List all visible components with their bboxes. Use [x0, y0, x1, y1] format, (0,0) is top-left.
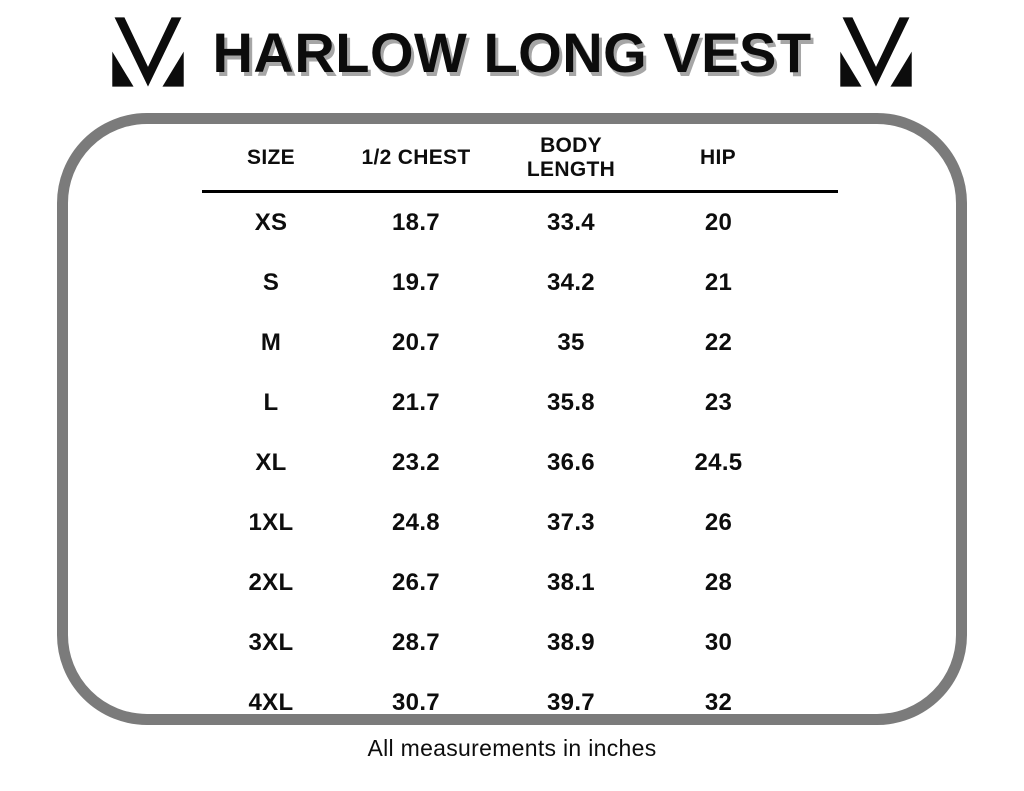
hip-cell: 24.5: [694, 449, 743, 476]
half-chest-cell: 20.7: [392, 329, 440, 356]
table-row-1xl: 1XL 24.8 37.3 26: [202, 493, 838, 553]
body-length-cell: 35: [557, 329, 585, 356]
body-length-cell: 38.9: [547, 629, 595, 656]
hip-cell: 20: [704, 209, 733, 236]
header: HARLOW LONG VEST: [0, 8, 1024, 96]
half-chest-cell: 19.7: [392, 269, 440, 296]
hip-cell: 23: [704, 389, 733, 416]
table-row-xl: XL 23.2 36.6 24.5: [202, 433, 838, 493]
body-length-cell: 38.1: [547, 569, 595, 596]
table-row-2xl: 2XL 26.7 38.1 28: [202, 553, 838, 613]
size-cell: S: [262, 269, 280, 296]
half-chest-cell: 28.7: [392, 629, 440, 656]
size-cell: 1XL: [248, 509, 294, 536]
half-chest-cell: 24.8: [392, 509, 440, 536]
hip-cell: 28: [704, 569, 733, 596]
size-cell: 2XL: [248, 569, 294, 596]
table-row-s: S 19.7 34.2 21: [202, 253, 838, 313]
footnote: All measurements in inches: [367, 735, 657, 761]
column-header-half-chest: 1/2 CHEST: [340, 130, 492, 193]
half-chest-cell: 23.2: [392, 449, 440, 476]
m-logo-icon: [838, 15, 914, 89]
table-row-4xl: 4XL 30.7 39.7 32: [202, 673, 838, 733]
body-length-cell: 35.8: [547, 389, 595, 416]
body-length-cell: 33.4: [547, 209, 595, 236]
column-header-size: SIZE: [202, 130, 340, 193]
table-row-l: L 21.7 35.8 23: [202, 373, 838, 433]
half-chest-cell: 18.7: [392, 209, 440, 236]
body-length-cell: 34.2: [547, 269, 595, 296]
hip-cell: 21: [704, 269, 733, 296]
hip-cell: 30: [704, 629, 733, 656]
half-chest-cell: 21.7: [392, 389, 440, 416]
body-length-cell: 36.6: [547, 449, 595, 476]
table-header-row: SIZE 1/2 CHEST BODY LENGTH HIP: [202, 130, 838, 193]
hip-cell: 32: [704, 689, 733, 716]
hip-cell: 26: [704, 509, 733, 536]
table-row-m: M 20.7 35 22: [202, 313, 838, 373]
half-chest-cell: 26.7: [392, 569, 440, 596]
body-length-cell: 37.3: [547, 509, 595, 536]
column-header-hip: HIP: [650, 130, 838, 193]
page-title: HARLOW LONG VEST: [212, 20, 812, 84]
size-cell: 4XL: [248, 689, 294, 716]
column-header-half-chest-label: 1/2 CHEST: [361, 145, 471, 169]
column-header-body-length-label: BODY LENGTH: [526, 133, 616, 181]
m-logo-icon: [110, 15, 186, 89]
table-row-3xl: 3XL 28.7 38.9 30: [202, 613, 838, 673]
size-cell: L: [263, 389, 279, 416]
size-chart-border-box: SIZE 1/2 CHEST BODY LENGTH HIP XS 18.7 3…: [57, 113, 967, 725]
hip-cell: 22: [704, 329, 733, 356]
table-row-xs: XS 18.7 33.4 20: [202, 192, 838, 254]
size-cell: M: [260, 329, 282, 356]
body-length-cell: 39.7: [547, 689, 595, 716]
size-cell: XS: [254, 209, 288, 236]
half-chest-cell: 30.7: [392, 689, 440, 716]
size-cell: 3XL: [248, 629, 294, 656]
column-header-body-length: BODY LENGTH: [492, 130, 650, 193]
column-header-hip-label: HIP: [700, 145, 736, 169]
size-table: SIZE 1/2 CHEST BODY LENGTH HIP XS 18.7 3…: [202, 130, 838, 733]
column-header-size-label: SIZE: [247, 145, 295, 169]
size-cell: XL: [255, 449, 287, 476]
